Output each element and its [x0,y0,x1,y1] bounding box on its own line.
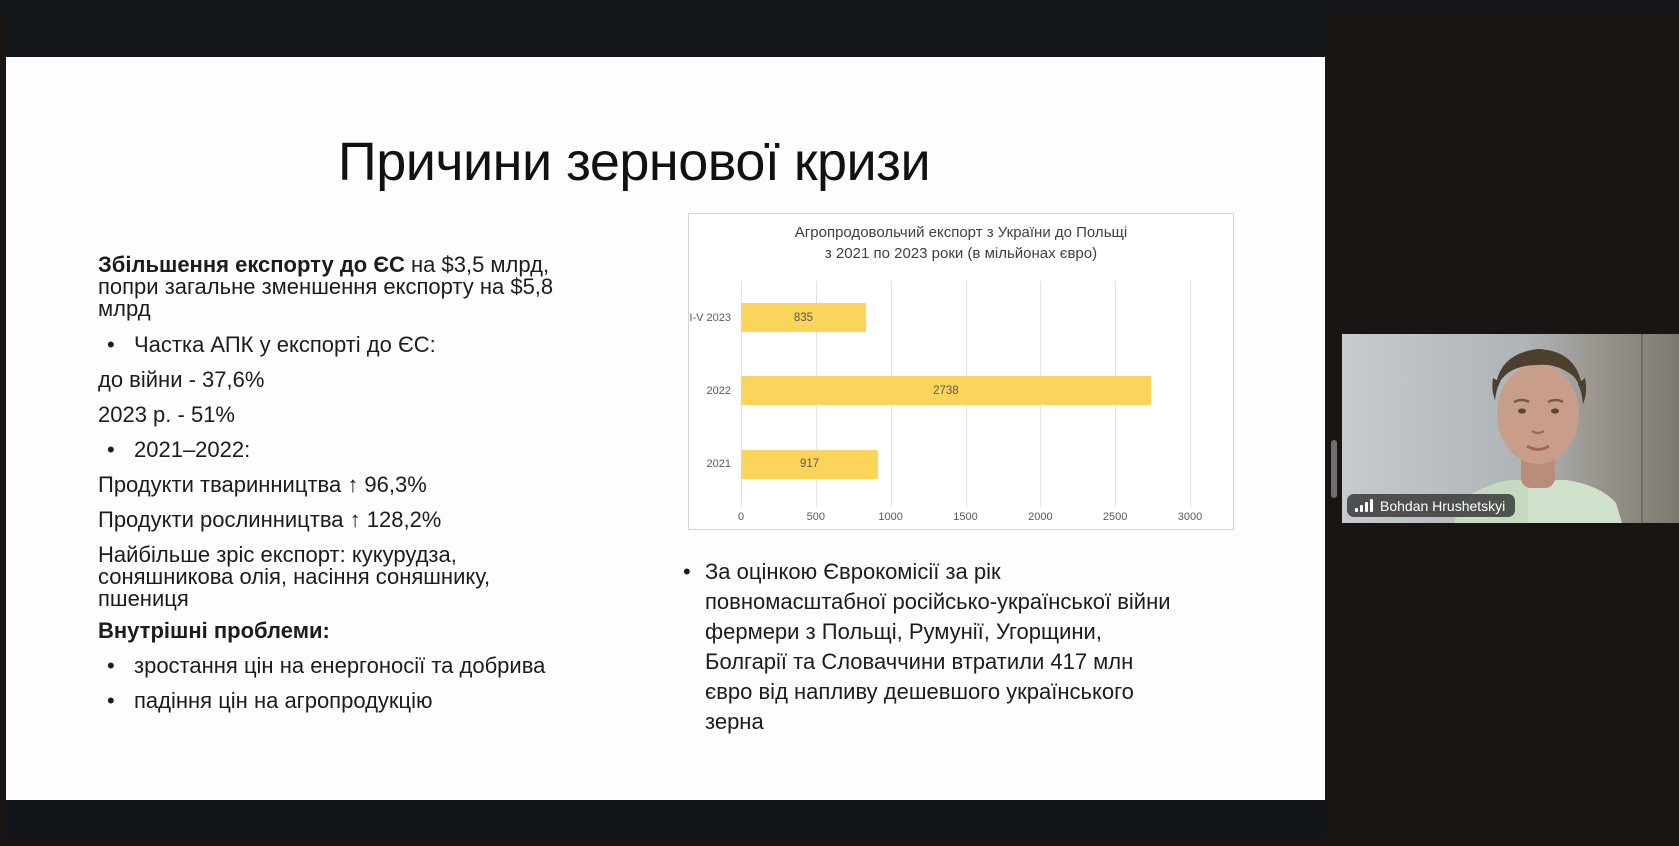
share-footer-bar [6,800,1325,838]
chart-bar-value: 835 [793,311,814,324]
chart-title-line2: з 2021 по 2023 роки (в мільйонах євро) [824,245,1098,262]
chart-panel: Агропродовольчий експорт з України до По… [688,213,1234,530]
chart-bar: 2738 [741,376,1151,406]
lead-bold-text: Збільшення експорту до ЄС [98,252,405,277]
chart-bar-value: 917 [800,458,820,471]
chart-xtick-label: 1500 [953,511,978,523]
chart-bar-row: 2021 917 [689,449,1190,479]
chart-plot: I-V 2023 835 2022 2738 2021 917 0 500 1000 1500 2… [689,281,1208,523]
chart-rows: I-V 2023 835 2022 2738 2021 917 [689,281,1190,501]
list-item-text: зростання цін на енергоносії та добрива [134,653,546,678]
chart-title-line1: Агропродовольчий експорт з України до По… [794,224,1128,241]
lead-rest-text: на $3,5 млрд, попри загальне зменшення е… [98,252,554,321]
list-item-text: 2021–2022: [134,437,251,462]
chart-bar: 917 [741,449,879,479]
list-item-text: За оцінкою Єврокомісії за рік повномасшт… [705,559,1171,734]
participant-name: Bohdan Hrushetskyi [1380,497,1506,514]
chart-category-label: 2022 [706,384,731,397]
chart-bar: 835 [741,303,866,333]
bullet-marker: • [107,437,115,462]
chart-category-label: 2021 [706,458,731,471]
share-header-bar [6,13,1325,57]
chart-bar-track: 917 [741,449,1190,479]
list-item-text: Частка АПК у експорті до ЄС: [134,332,436,357]
list-item-text: падіння цін на агропродукцію [134,688,433,713]
plain-line: Найбільше зріс експорт: кукурудза, соняш… [98,542,491,611]
chart-bar-track: 2738 [741,376,1190,406]
meeting-top-bar [0,0,1679,13]
presentation-slide: Причини зернової кризи Збільшення експор… [6,57,1325,800]
section-heading: Внутрішні проблеми: [98,618,330,643]
chart-category-label: I-V 2023 [689,311,731,324]
audio-level-icon [1355,499,1373,512]
chart-xtick-label: 1000 [878,511,903,523]
scrollbar-thumb[interactable] [1331,440,1337,498]
chart-xtick-label: 0 [737,511,745,523]
bullet-marker: • [107,688,115,713]
chart-xtick-label: 2500 [1102,511,1128,523]
chart-bar-value: 2738 [933,384,959,397]
chart-xtick-label: 2000 [1028,511,1053,523]
list-item: • За оцінкою Єврокомісії за рік повномас… [683,557,1195,737]
chart-xtick-label: 500 [806,511,826,523]
list-item: • Частка АПК у експорті до ЄС: [98,334,582,356]
screen-share-area: Причини зернової кризи Збільшення експор… [6,13,1325,838]
lead-paragraph: Збільшення експорту до ЄС на $3,5 млрд, … [98,254,582,320]
door-frame-line [1641,334,1643,523]
plain-line: 2023 р. - 51% [98,402,235,427]
chart-xticks: 0 500 1000 1500 2000 2500 3000 [737,511,1202,527]
list-item: • падіння цін на агропродукцію [98,690,582,712]
chart-bar-row: 2022 2738 [689,376,1190,406]
chart-xtick-label: 3000 [1177,511,1203,523]
bullet-marker: • [107,332,115,357]
plain-line: Продукти тваринництва ↑ 96,3% [98,472,427,497]
right-column: • За оцінкою Єврокомісії за рік повномас… [683,557,1195,737]
plain-line: Продукти рослинництва ↑ 128,2% [98,507,442,532]
chart-gridline [1190,281,1191,507]
webcam-video-tile[interactable]: Bohdan Hrushetskyi [1342,334,1679,523]
chart-title: Агропродовольчий експорт з України до По… [689,222,1233,264]
participant-name-tag: Bohdan Hrushetskyi [1347,494,1516,517]
bullet-marker: • [107,653,115,678]
slide-title: Причини зернової кризи [337,132,931,192]
list-item: • 2021–2022: [98,439,582,461]
left-column: Збільшення експорту до ЄС на $3,5 млрд, … [98,254,582,725]
bullet-marker: • [683,559,691,584]
list-item: • зростання цін на енергоносії та добрив… [98,655,582,677]
chart-bar-track: 835 [741,303,1190,333]
chart-bar-row: I-V 2023 835 [689,303,1190,333]
plain-line: до війни - 37,6% [98,367,265,392]
